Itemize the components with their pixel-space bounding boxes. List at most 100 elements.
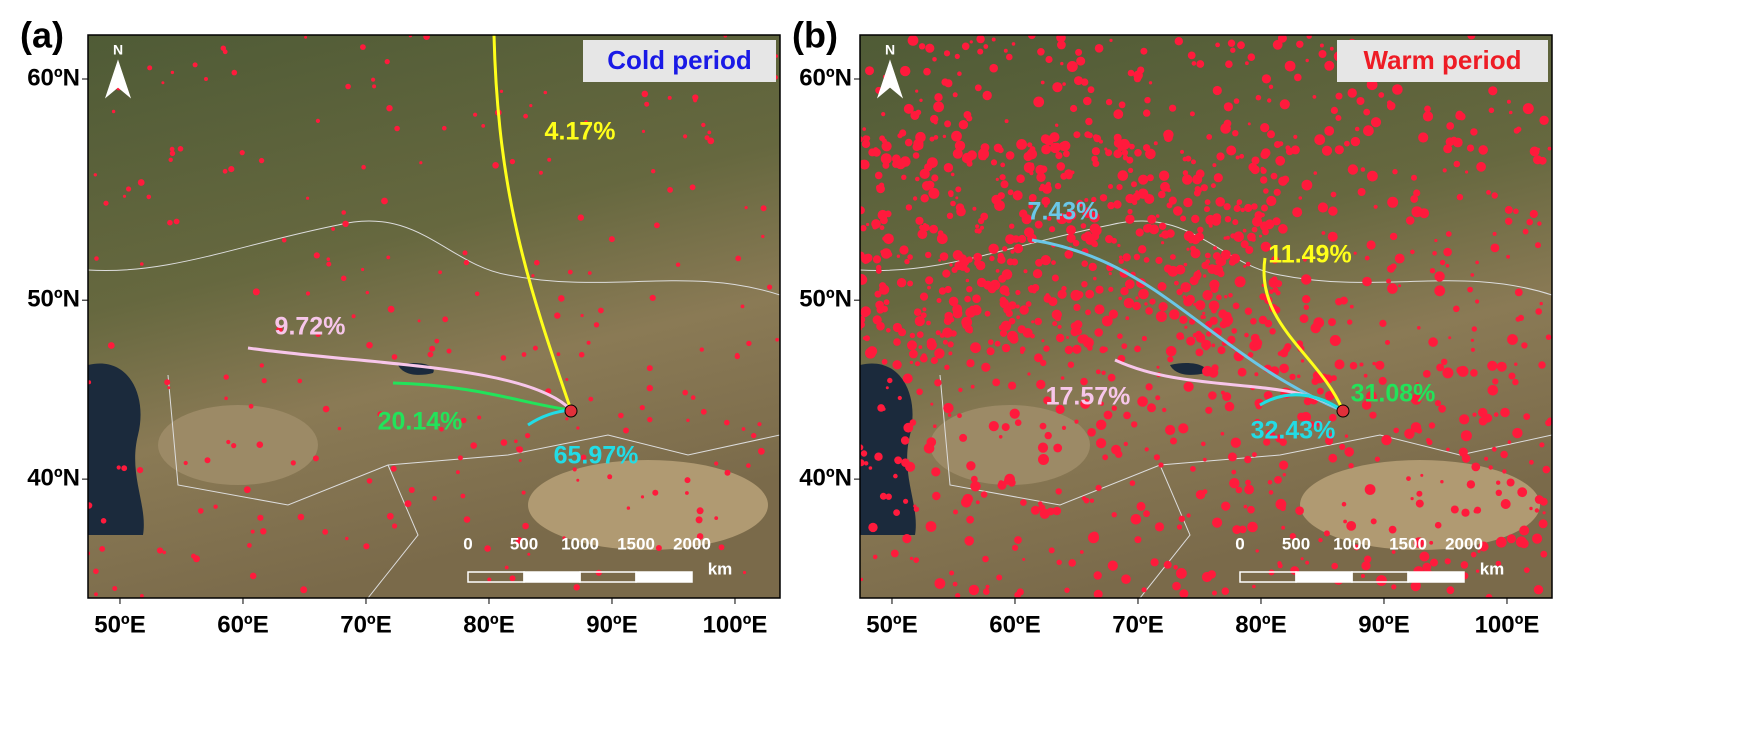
fire-spot [1118,258,1124,264]
fire-spot [880,250,884,254]
fire-spot [1055,488,1062,495]
fire-spot [1284,60,1296,72]
fire-spot [248,403,254,409]
fire-spot [1281,525,1285,530]
fire-spot [1051,274,1059,282]
fire-spot [1444,558,1451,565]
fire-spot [386,105,393,112]
fire-spot [1231,328,1237,334]
fire-spot [1398,284,1402,288]
cluster-percentage: 20.14% [378,408,463,436]
fire-spot [1031,320,1035,324]
fire-spot [1190,234,1201,245]
fire-spot [1037,442,1049,453]
fire-spot [1113,149,1123,159]
fire-spot [1176,288,1183,296]
fire-spot [1411,174,1417,181]
fire-spot [1034,317,1042,326]
fire-spot [1300,557,1304,561]
fire-spot [1204,252,1211,259]
fire-spot [1450,136,1458,144]
lon-tick-label: 70ºE [1112,611,1163,638]
fire-spot [1330,375,1337,382]
fire-spot [387,305,395,313]
fire-spot [1212,517,1223,528]
fire-spot [1532,533,1543,544]
fire-spot [1187,51,1196,60]
fire-spot [948,191,954,198]
fire-spot [514,439,518,444]
fire-spot [1034,220,1043,229]
fire-spot [970,342,981,354]
fire-spot [1066,233,1076,243]
fire-spot [587,271,592,275]
fire-spot [429,345,436,352]
fire-spot [462,250,468,256]
fire-spot [868,466,873,470]
fire-spot [1034,353,1043,363]
fire-spot [169,146,175,152]
fire-spot [554,312,561,319]
trajectory [1031,238,1344,413]
fire-spot [1303,257,1307,262]
fire-spot [887,377,893,384]
fire-spot [652,489,659,496]
fire-spot [1517,487,1528,498]
fire-spot [164,379,171,386]
scale-unit: km [708,559,733,578]
fire-spot [111,109,116,114]
fire-spot [1016,588,1024,596]
fire-spot [926,338,936,348]
fire-spot [860,318,864,325]
fire-spot [363,543,370,550]
fire-spot [1278,141,1284,147]
fire-spot [920,194,929,203]
fire-spot [1466,480,1476,489]
fire-spot [916,331,924,338]
fire-spot [1430,558,1438,567]
fire-spot [297,378,303,384]
fire-spot [988,421,999,432]
fire-spot [924,183,929,187]
fire-spot [1228,293,1233,298]
fire-spot [905,204,913,211]
fire-spot [1035,164,1046,175]
fire-spot [874,452,883,461]
fire-spot [1272,39,1283,50]
fire-spot [167,386,171,390]
fire-spot [1016,174,1025,183]
fire-spot [1535,308,1542,315]
fire-spot [1281,175,1290,184]
fire-spot [966,461,976,471]
fire-spot [942,134,947,139]
fire-spot [1007,189,1014,196]
fire-spot [860,306,871,317]
fire-spot [391,354,398,360]
fire-spot [936,298,942,303]
fire-spot [881,141,892,152]
fire-spot [907,35,919,46]
fire-spot [984,310,991,317]
fire-spot [881,112,886,117]
fire-spot [1063,150,1070,158]
fire-spot [983,44,989,49]
fire-spot [1123,411,1131,420]
fire-spot [1212,163,1217,168]
fire-spot [1172,581,1181,591]
fire-spot [942,339,948,345]
fire-spot [1138,245,1147,254]
fire-spot [1491,192,1498,199]
title-box [583,40,776,82]
fire-spot [538,170,543,175]
fire-spot [872,255,882,264]
fire-spot [1443,247,1452,257]
fire-spot [223,374,229,380]
fire-spot [1472,412,1477,417]
fire-spot [1018,234,1027,244]
fire-spot [103,200,109,206]
fire-spot [460,417,467,424]
fire-spot [937,230,944,236]
fire-spot [1038,501,1043,506]
fire-spot [572,467,577,472]
fire-spot [1056,213,1068,225]
